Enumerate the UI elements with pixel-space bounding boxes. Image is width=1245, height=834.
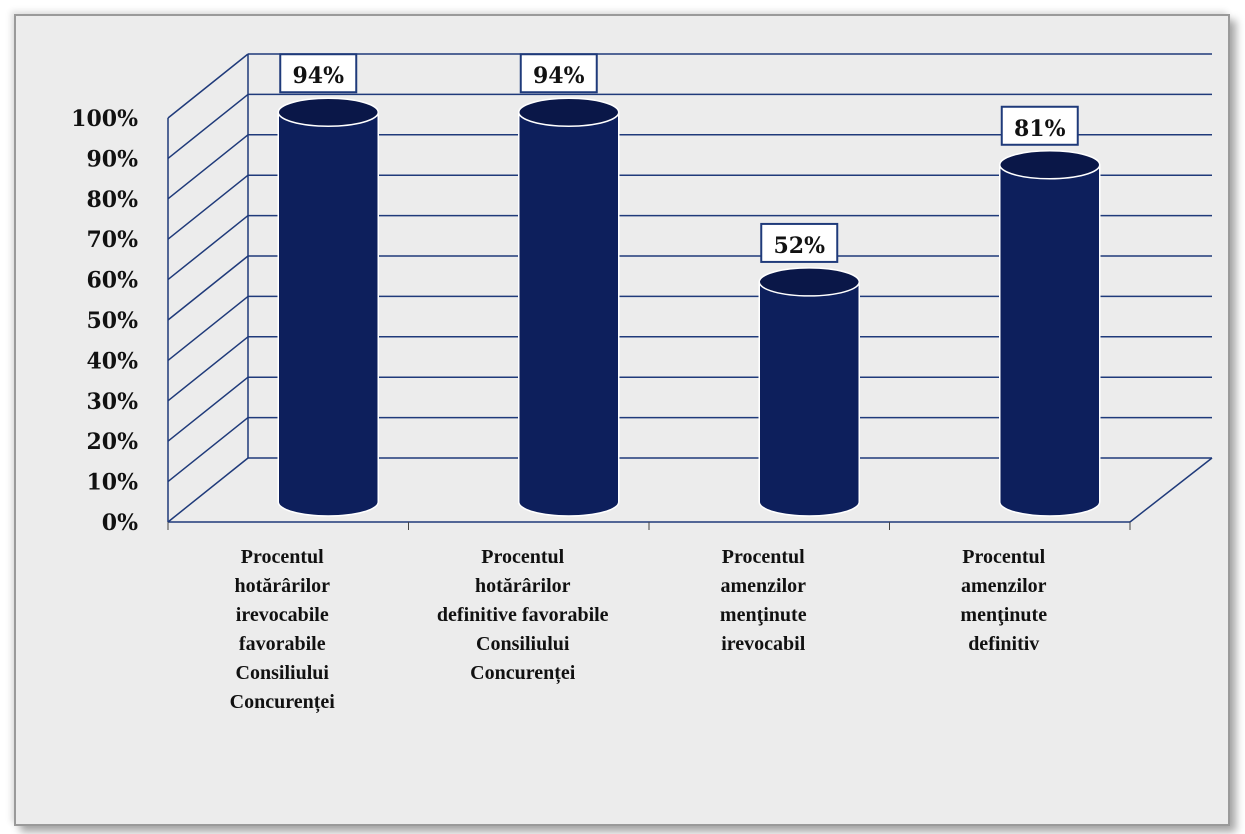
- side-grid-line: [167, 417, 249, 483]
- bar-top: [277, 97, 379, 127]
- category-label-line: menţinute: [720, 604, 807, 626]
- bar-cylinder: [518, 97, 620, 517]
- side-grid-line: [167, 93, 249, 159]
- side-grid-line: [167, 336, 249, 402]
- bar-body: [518, 111, 620, 517]
- y-tick-label: 30%: [86, 389, 138, 415]
- y-tick-label: 50%: [86, 308, 138, 334]
- bar-cylinder: [999, 150, 1101, 517]
- category-label-line: Concurenței: [230, 691, 336, 714]
- data-label: 94%: [533, 63, 585, 89]
- category-label-line: Procentul: [241, 546, 324, 568]
- category-label-line: irevocabile: [236, 604, 329, 626]
- category-label-line: Consiliului: [476, 633, 570, 655]
- category-label-line: amenzilor: [720, 575, 806, 597]
- y-tick-label: 0%: [102, 510, 138, 536]
- side-grid-line: [167, 134, 249, 200]
- category-label-line: irevocabil: [721, 633, 806, 655]
- data-label-box: [760, 222, 839, 263]
- side-grid-line: [167, 376, 249, 442]
- category-label-line: definitive favorabile: [437, 604, 609, 626]
- category-label-line: Consiliului: [236, 662, 330, 684]
- data-label-box: [519, 53, 598, 94]
- floor-edge: [1129, 457, 1213, 523]
- side-grid-line: [167, 53, 249, 119]
- y-tick-label: 90%: [86, 146, 138, 172]
- bar-top: [518, 97, 620, 127]
- y-tick-label: 100%: [71, 106, 138, 132]
- y-tick-label: 70%: [86, 227, 138, 253]
- side-grid-line: [167, 457, 249, 523]
- bar-body: [277, 111, 379, 517]
- side-grid-line: [167, 174, 249, 240]
- category-label-line: Procentul: [962, 546, 1045, 568]
- bar-top: [999, 150, 1101, 180]
- data-label-box: [1000, 105, 1079, 146]
- bar-body: [758, 281, 860, 517]
- side-grid-line: [167, 215, 249, 281]
- category-label-line: Procentul: [481, 546, 564, 568]
- category-label-line: Concurenței: [470, 662, 576, 685]
- bar-cylinder: [277, 97, 379, 517]
- category-label-line: amenzilor: [961, 575, 1047, 597]
- category-label-line: hotărârilor: [234, 575, 330, 597]
- data-label: 94%: [292, 63, 344, 89]
- data-label: 81%: [1014, 116, 1066, 142]
- bar-cylinder: [758, 267, 860, 517]
- y-tick-label: 20%: [86, 429, 138, 455]
- y-tick-label: 10%: [86, 470, 138, 496]
- category-label-line: definitiv: [968, 633, 1039, 655]
- category-label-line: favorabile: [239, 633, 326, 655]
- y-tick-label: 80%: [86, 187, 138, 213]
- bar-top: [758, 267, 860, 297]
- data-label-box: [279, 53, 358, 94]
- y-tick-label: 60%: [86, 268, 138, 294]
- y-tick-label: 40%: [86, 348, 138, 374]
- category-label-line: Procentul: [722, 546, 805, 568]
- category-label-line: menţinute: [960, 604, 1047, 626]
- category-label-line: hotărârilor: [475, 575, 571, 597]
- data-label: 52%: [773, 233, 825, 259]
- bar-body: [999, 164, 1101, 517]
- side-grid-line: [167, 255, 249, 321]
- side-grid-line: [167, 295, 249, 361]
